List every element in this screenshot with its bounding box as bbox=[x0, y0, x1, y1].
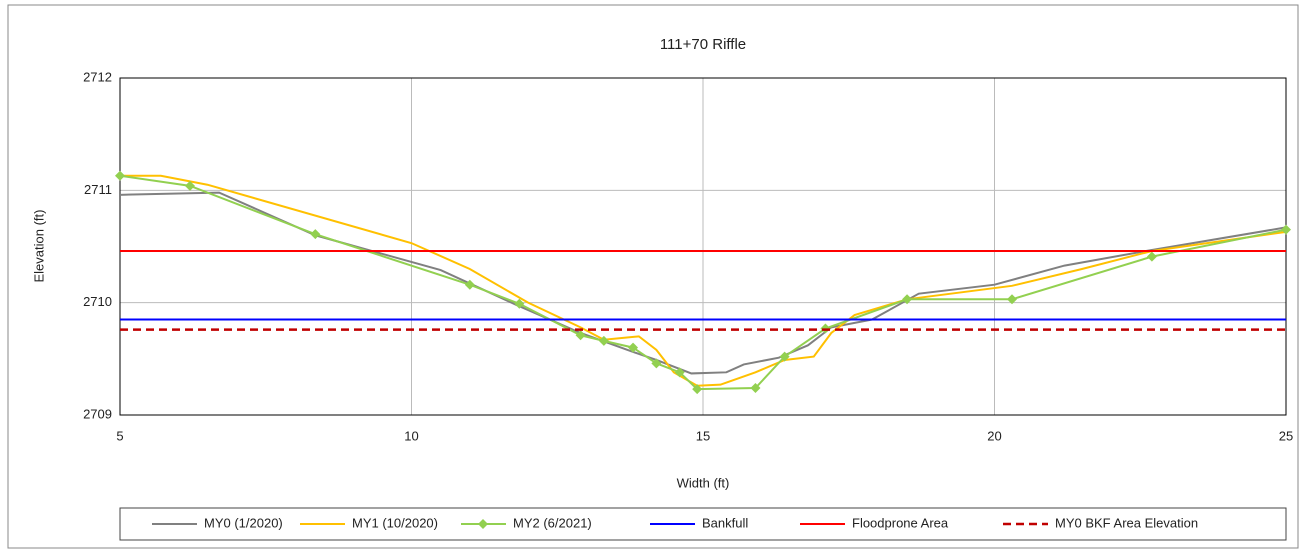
legend-label: MY0 (1/2020) bbox=[204, 515, 283, 530]
x-tick-label: 10 bbox=[404, 428, 418, 443]
marker bbox=[1146, 251, 1157, 262]
marker bbox=[310, 229, 321, 240]
legend-marker bbox=[478, 519, 488, 529]
y-tick-label: 2709 bbox=[83, 406, 112, 421]
marker bbox=[1006, 294, 1017, 305]
y-axis-label: Elevation (ft) bbox=[31, 210, 46, 283]
legend-label: Bankfull bbox=[702, 515, 748, 530]
y-tick-label: 2712 bbox=[83, 69, 112, 84]
x-tick-label: 25 bbox=[1279, 428, 1293, 443]
marker bbox=[1281, 224, 1291, 235]
marker bbox=[779, 351, 790, 362]
marker bbox=[902, 294, 913, 305]
marker bbox=[674, 367, 685, 378]
marker bbox=[598, 335, 609, 346]
marker bbox=[464, 279, 475, 290]
chart-border bbox=[7, 4, 1299, 549]
y-tick-label: 2710 bbox=[83, 294, 112, 309]
legend-label: Floodprone Area bbox=[852, 515, 949, 530]
series-line bbox=[119, 174, 1287, 391]
marker bbox=[692, 384, 703, 395]
legend-label: MY1 (10/2020) bbox=[352, 515, 438, 530]
legend-label: MY2 (6/2021) bbox=[513, 515, 592, 530]
marker bbox=[628, 342, 639, 353]
plot-border bbox=[119, 77, 1287, 416]
marker bbox=[651, 358, 662, 369]
marker bbox=[514, 298, 525, 309]
x-tick-label: 15 bbox=[696, 428, 710, 443]
y-tick-label: 2711 bbox=[84, 182, 112, 197]
x-tick-label: 20 bbox=[987, 428, 1001, 443]
chart-title: 111+70 Riffle bbox=[660, 36, 746, 53]
x-tick-label: 5 bbox=[116, 428, 123, 443]
marker bbox=[184, 180, 195, 191]
x-axis-label: Width (ft) bbox=[677, 475, 730, 490]
marker bbox=[115, 170, 125, 181]
marker bbox=[575, 330, 586, 341]
series-line bbox=[119, 191, 1287, 375]
legend-label: MY0 BKF Area Elevation bbox=[1055, 515, 1198, 530]
marker bbox=[750, 383, 761, 394]
